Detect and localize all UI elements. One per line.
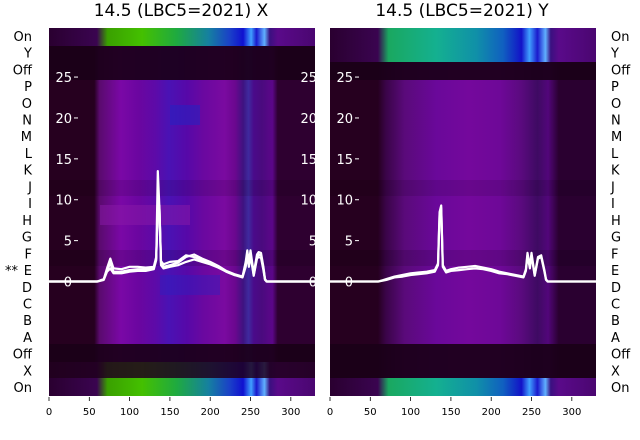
row-label: M bbox=[21, 130, 32, 145]
heatmap-panel-x bbox=[49, 28, 315, 396]
row-label: On bbox=[611, 30, 629, 45]
row-label: P bbox=[611, 80, 619, 95]
row-label: Off bbox=[611, 348, 631, 363]
row-label: C bbox=[23, 298, 32, 313]
x-tick-label: 200 bbox=[201, 407, 220, 418]
y-tick-label: 0 bbox=[345, 276, 353, 291]
row-label: J bbox=[610, 180, 615, 195]
chart-title-x: 14.5 (LBC5=2021) X bbox=[94, 1, 269, 21]
x-tick-label: 150 bbox=[441, 407, 460, 418]
y-tick-label-overlap: 25 bbox=[300, 71, 317, 86]
row-label: J bbox=[27, 180, 32, 195]
heatmap-panel-y bbox=[330, 28, 596, 396]
row-label: F bbox=[611, 247, 618, 262]
x-tick-label: 0 bbox=[46, 407, 52, 418]
x-tick-label: 100 bbox=[120, 407, 139, 418]
row-label: F bbox=[25, 247, 32, 262]
row-label: M bbox=[611, 130, 622, 145]
row-label: Off bbox=[13, 63, 33, 78]
row-label: C bbox=[611, 298, 620, 313]
y-tick-label-overlap: 20 bbox=[300, 112, 317, 127]
y-tick-label-overlap: 5 bbox=[309, 235, 317, 250]
chart-title-y: 14.5 (LBC5=2021) Y bbox=[375, 1, 549, 21]
row-label: On bbox=[14, 30, 32, 45]
row-label: G bbox=[611, 231, 621, 246]
row-label: H bbox=[22, 214, 32, 229]
row-label: I bbox=[28, 197, 32, 212]
y-tick-label: 5 bbox=[64, 235, 72, 250]
row-label: A bbox=[611, 331, 620, 346]
row-label: H bbox=[611, 214, 621, 229]
x-tick-label: 200 bbox=[482, 407, 501, 418]
x-tick-label: 50 bbox=[364, 407, 377, 418]
x-tick-label: 250 bbox=[522, 407, 541, 418]
row-label: N bbox=[611, 114, 621, 129]
row-label: N bbox=[22, 114, 32, 129]
y-tick-label-overlap: 15 bbox=[300, 153, 317, 168]
row-label: E bbox=[611, 264, 619, 279]
row-label: I bbox=[611, 197, 615, 212]
series-line-2 bbox=[330, 206, 596, 283]
row-label: X bbox=[611, 364, 620, 379]
row-label: G bbox=[22, 231, 32, 246]
y-tick-label: 25 bbox=[55, 71, 72, 86]
x-tick-label: 300 bbox=[562, 407, 581, 418]
y-tick-label: 10 bbox=[55, 194, 72, 209]
y-tick-label: 10 bbox=[336, 194, 353, 209]
row-label: B bbox=[23, 314, 32, 329]
x-tick-label: 300 bbox=[281, 407, 300, 418]
row-label: E bbox=[24, 264, 32, 279]
y-tick-label: 25 bbox=[336, 71, 353, 86]
row-label: O bbox=[611, 97, 621, 112]
row-label: A bbox=[23, 331, 32, 346]
y-tick-label: 20 bbox=[55, 112, 72, 127]
row-label: Off bbox=[611, 63, 631, 78]
x-tick-label: 0 bbox=[327, 407, 333, 418]
row-label: D bbox=[22, 281, 32, 296]
y-tick-label: 20 bbox=[336, 112, 353, 127]
x-tick-label: 100 bbox=[401, 407, 420, 418]
row-label: On bbox=[611, 381, 629, 396]
row-label: O bbox=[22, 97, 32, 112]
row-label: L bbox=[611, 147, 619, 162]
row-label: On bbox=[14, 381, 32, 396]
y-tick-label-overlap: 0 bbox=[309, 276, 317, 291]
row-label: Off bbox=[13, 348, 33, 363]
row-label: D bbox=[611, 281, 621, 296]
x-tick-label: 150 bbox=[160, 407, 179, 418]
row-label: Y bbox=[23, 47, 32, 62]
row-label: L bbox=[25, 147, 33, 162]
row-marker: ** bbox=[5, 264, 19, 279]
x-tick-label: 50 bbox=[83, 407, 96, 418]
x-tick-label: 250 bbox=[241, 407, 260, 418]
y-tick-label-overlap: 10 bbox=[300, 194, 317, 209]
row-label: K bbox=[611, 164, 620, 179]
series-line-3 bbox=[49, 170, 315, 283]
y-tick-label: 15 bbox=[336, 153, 353, 168]
row-label: K bbox=[23, 164, 32, 179]
y-tick-label: 15 bbox=[55, 153, 72, 168]
row-label: B bbox=[611, 314, 620, 329]
row-label: X bbox=[23, 364, 32, 379]
y-tick-label: 5 bbox=[345, 235, 353, 250]
row-label: P bbox=[24, 80, 32, 95]
y-tick-label: 0 bbox=[64, 276, 72, 291]
row-label: Y bbox=[610, 47, 619, 62]
